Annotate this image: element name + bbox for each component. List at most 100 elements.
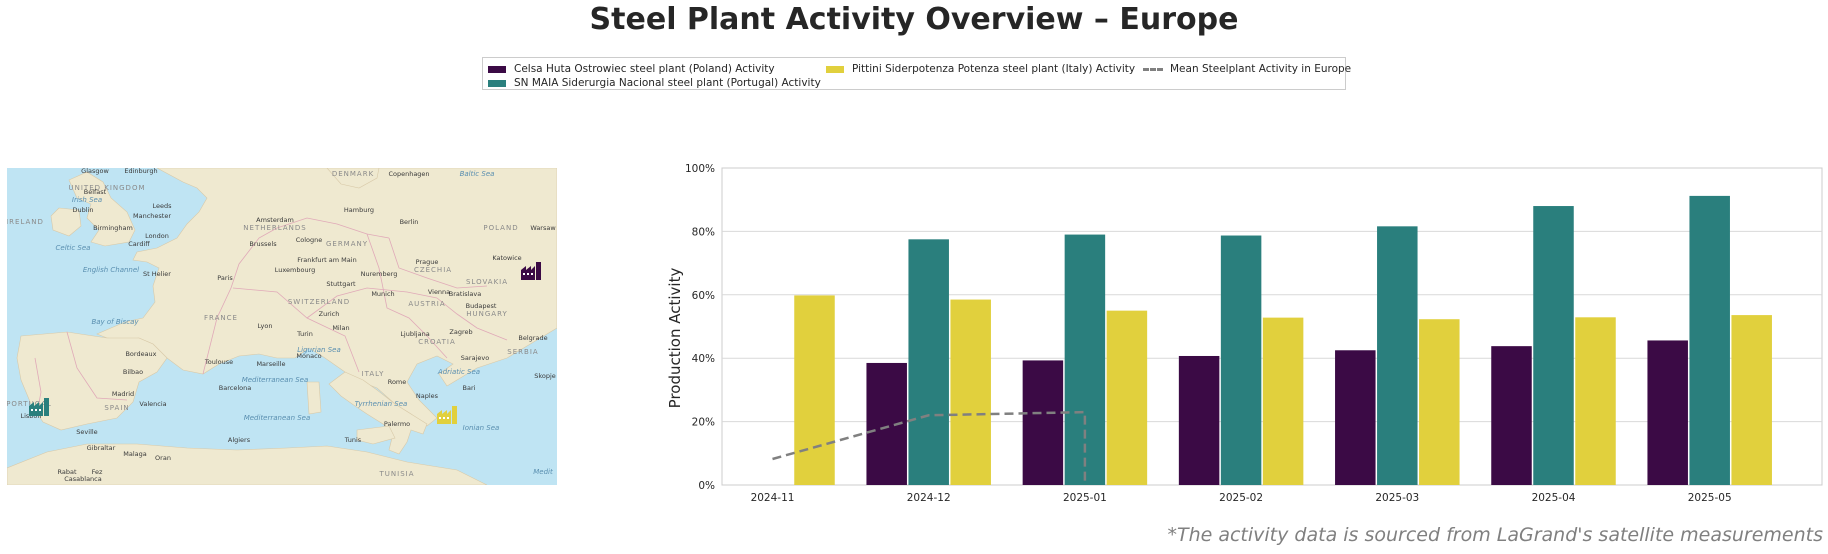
map-city-label: Amsterdam xyxy=(256,216,294,224)
map-city-label: Budapest xyxy=(466,302,497,310)
map-city-label: Vienna xyxy=(428,288,450,296)
factory-window xyxy=(439,417,441,419)
map-country-label: FRANCE xyxy=(204,314,238,322)
map-country-label: PORTUGAL xyxy=(7,400,52,408)
map-city-label: Rabat xyxy=(57,468,76,476)
map-city-label: Gibraltar xyxy=(87,444,116,452)
map-city-label: Dublin xyxy=(73,206,94,214)
map-city-label: Milan xyxy=(332,324,349,332)
factory-chimney xyxy=(536,262,541,280)
map-country-label: UNITED KINGDOM xyxy=(69,184,146,192)
bar-poland-2025-04 xyxy=(1491,346,1532,485)
factory-icon xyxy=(521,262,541,280)
map-sea-label: Mediterranean Sea xyxy=(242,376,309,384)
y-tick-label: 20% xyxy=(692,417,715,429)
y-tick-label: 80% xyxy=(692,226,715,238)
bar-italy-2025-04 xyxy=(1575,317,1616,485)
y-tick-label: 40% xyxy=(692,353,715,365)
map-sea-label: Ionian Sea xyxy=(463,424,500,432)
map-sea-label: Medit xyxy=(533,468,553,476)
map-city-label: Belfast xyxy=(84,188,107,196)
land-mainland-europe xyxy=(96,168,557,427)
page-title: Steel Plant Activity Overview – Europe xyxy=(589,2,1239,37)
map-city-label: Munich xyxy=(371,290,394,298)
map-city-label: Luxembourg xyxy=(275,266,316,274)
land-great-britain xyxy=(68,171,136,247)
map-text: UNITED KINGDOM IRELAND FRANCE SPAIN PORTUGAL… xyxy=(7,168,556,483)
map-country-label: SWITZERLAND xyxy=(288,298,350,306)
map-country-label: GERMANY xyxy=(326,240,368,248)
map-city-label: Hamburg xyxy=(344,206,374,214)
country-border xyxy=(276,217,390,239)
legend-swatch-portugal xyxy=(488,79,506,87)
land-sardinia xyxy=(306,381,322,415)
land-italy xyxy=(328,371,428,455)
map-city-label: Brussels xyxy=(249,240,277,248)
bar-poland-2025-05 xyxy=(1647,340,1688,485)
map-country-label: IRELAND xyxy=(7,218,44,226)
map-city-label: Madrid xyxy=(112,390,134,398)
map-city-label: Malaga xyxy=(123,450,147,458)
map-city-label: Prague xyxy=(416,258,439,266)
chart-x-ticks: 2024-11 2024-12 2025-01 2025-02 2025-03 2025-… xyxy=(751,492,1732,504)
factory-window xyxy=(35,409,37,411)
map-city-label: Zagreb xyxy=(449,328,472,336)
map-country-label: SLOVAKIA xyxy=(466,278,508,286)
map-city-label: Berlin xyxy=(400,218,419,226)
legend-label-poland: Celsa Huta Ostrowiec steel plant (Poland… xyxy=(514,63,775,75)
x-tick-label: 2025-05 xyxy=(1688,492,1732,504)
map-country-label: CROATIA xyxy=(418,338,456,346)
map-country-label: ITALY xyxy=(362,370,385,378)
factory-icon xyxy=(29,398,49,416)
bar-poland-2025-02 xyxy=(1178,355,1220,485)
x-tick-label: 2025-02 xyxy=(1219,492,1263,504)
map-city-label: Frankfurt am Main xyxy=(297,256,356,264)
land-sicily xyxy=(356,425,396,445)
bar-italy-2025-01 xyxy=(1106,310,1148,485)
map-city-label: Belgrade xyxy=(518,334,547,342)
chart-legend: Celsa Huta Ostrowiec steel plant (Poland… xyxy=(482,57,1351,90)
legend-label-portugal: SN MAIA Siderurgia Nacional steel plant … xyxy=(514,77,821,89)
map-country-label: TUNISIA xyxy=(379,470,415,478)
legend-swatch-italy xyxy=(826,65,844,73)
country-border xyxy=(306,287,438,319)
map-sea-label: Baltic Sea xyxy=(460,170,495,178)
map-city-label: Seville xyxy=(76,428,97,436)
factory-window xyxy=(31,409,33,411)
map-land xyxy=(7,168,557,485)
map-city-label: Bilbao xyxy=(123,368,143,376)
land-ireland xyxy=(50,207,82,237)
chart-y-ticks: 0% 20% 40% 60% 80% 100% xyxy=(685,163,715,492)
map-sea-label: English Channel xyxy=(83,266,139,274)
legend-item-portugal: SN MAIA Siderurgia Nacional steel plant … xyxy=(488,77,821,89)
map-city-label: Stuttgart xyxy=(326,280,356,288)
map-city-label: Naples xyxy=(416,392,439,400)
map-city-label: Sarajevo xyxy=(461,354,489,362)
map-city-label: Ljubljana xyxy=(400,330,429,338)
land-north-africa xyxy=(7,443,488,485)
map-sea-label: Bay of Biscay xyxy=(91,318,139,326)
bar-italy-2024-12 xyxy=(950,299,991,485)
legend-item-mean: Mean Steelplant Activity in Europe xyxy=(1143,63,1351,75)
map-country-label: DENMARK xyxy=(332,170,374,178)
land-denmark xyxy=(326,168,380,189)
map-country-label: SPAIN xyxy=(104,404,129,412)
factory-chimney xyxy=(452,406,457,424)
map-city-label: Manchester xyxy=(133,212,171,220)
map-city-label: Cardiff xyxy=(128,240,150,248)
map-country-label: HUNGARY xyxy=(466,310,508,318)
y-tick-label: 60% xyxy=(692,290,715,302)
data-source-footnote: *The activity data is sourced from LaGra… xyxy=(1167,524,1823,546)
map-city-label: Toulouse xyxy=(204,358,233,366)
map-country-label: POLAND xyxy=(483,224,518,232)
map-city-label: Nuremberg xyxy=(361,270,398,278)
bar-poland-2025-01 xyxy=(1022,360,1064,485)
map-city-label: Bari xyxy=(463,384,476,392)
map-city-label: Monaco xyxy=(296,352,321,360)
country-border xyxy=(66,331,128,401)
map-city-label: Lyon xyxy=(258,322,273,330)
bar-portugal-2024-12 xyxy=(908,239,949,485)
map-sea-label: Mediterranean Sea xyxy=(244,414,311,422)
map-city-label: Oran xyxy=(155,454,171,462)
